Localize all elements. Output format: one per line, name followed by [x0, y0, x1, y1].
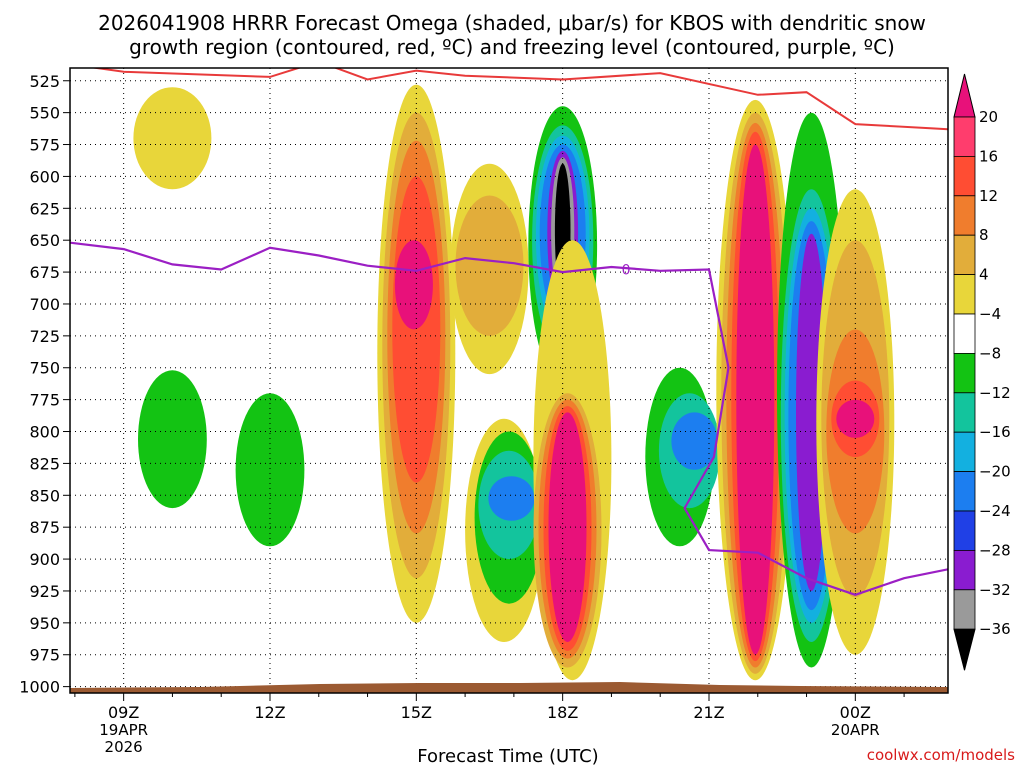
y-tick-label-800: 800 — [29, 423, 60, 442]
omega-region-green-blob-1 — [138, 370, 207, 509]
colorbar-label-6: −8 — [979, 344, 1001, 362]
y-axis: 525 550 575 600 625 650 675 700 725 750 775 800 825 8… — [19, 72, 70, 697]
colorbar-swatch-3 — [953, 234, 976, 275]
freezing-level-contour-label: 0 — [622, 263, 631, 279]
omega-region-col-20z-blue — [671, 412, 718, 470]
colorbar-swatch-6 — [953, 352, 976, 394]
x-tick-label-09Z: 09Z — [108, 703, 139, 722]
x-axis-title: Forecast Time (UTC) — [417, 746, 598, 767]
colorbar-label-8: −16 — [979, 423, 1011, 441]
chart-title-line-2: growth region (contoured, red, ºC) and f… — [129, 35, 895, 59]
omega-region-column-15z-red — [392, 176, 441, 483]
colorbar-swatch-1 — [953, 155, 976, 197]
colorbar-swatch-10 — [953, 510, 976, 551]
omega-region-yellow-spike — [133, 87, 212, 190]
y-tick-label-675: 675 — [29, 263, 60, 282]
colorbar-bottom-triangle — [953, 628, 976, 671]
contour-lines: 0 — [70, 68, 948, 596]
y-tick-label-525: 525 — [29, 72, 60, 91]
y-tick-label-725: 725 — [29, 327, 60, 346]
colorbar-label-13: −36 — [979, 620, 1011, 638]
x-tick-label-00Z: 00Z — [840, 703, 871, 722]
colorbar: 20 16 12 8 4 −4 −8 −12 −16 −20 −24 −28 −32 −36 — [953, 73, 1011, 671]
colorbar-swatch-2 — [953, 195, 976, 236]
colorbar-label-2: 12 — [979, 187, 998, 205]
x-year-label-09Z: 2026 — [105, 738, 143, 756]
x-tick-label-18Z: 18Z — [547, 703, 578, 722]
y-tick-label-875: 875 — [29, 518, 60, 537]
terrain-ground-strip — [70, 682, 948, 693]
y-tick-label-825: 825 — [29, 454, 60, 473]
colorbar-label-4: 4 — [979, 266, 989, 284]
omega-region-col-1645-blue — [488, 476, 535, 521]
colorbar-label-5: −4 — [979, 305, 1001, 323]
y-tick-label-950: 950 — [29, 614, 60, 633]
y-tick-label-650: 650 — [29, 231, 60, 250]
y-tick-label-925: 925 — [29, 582, 60, 601]
colorbar-swatch-4 — [953, 274, 976, 315]
chart-title-line-1: 2026041908 HRRR Forecast Omega (shaded, … — [98, 11, 926, 35]
colorbar-label-9: −20 — [979, 463, 1011, 481]
y-tick-label-775: 775 — [29, 391, 60, 410]
x-tick-label-12Z: 12Z — [254, 703, 285, 722]
omega-shaded-field — [133, 84, 895, 681]
colorbar-label-3: 8 — [979, 226, 989, 244]
x-date-label-00Z: 20APR — [831, 721, 880, 739]
colorbar-label-10: −24 — [979, 502, 1011, 520]
dgz-contour-line — [89, 68, 948, 131]
plot-frame — [69, 67, 949, 694]
y-tick-label-700: 700 — [29, 295, 60, 314]
colorbar-swatch-5 — [953, 313, 976, 354]
colorbar-label-11: −28 — [979, 541, 1011, 559]
colorbar-swatch-9 — [953, 471, 976, 512]
omega-region-column-16z-gold — [455, 195, 524, 336]
colorbar-swatch-7 — [953, 392, 976, 433]
y-tick-label-975: 975 — [29, 646, 60, 665]
colorbar-swatch-12 — [953, 589, 976, 630]
colorbar-swatch-0 — [953, 116, 976, 157]
grid-lines — [70, 68, 948, 693]
x-date-label-09Z: 19APR — [99, 721, 148, 739]
colorbar-top-triangle — [953, 73, 976, 118]
colorbar-label-1: 16 — [979, 147, 998, 165]
colorbar-swatch-8 — [953, 431, 976, 473]
y-tick-label-850: 850 — [29, 486, 60, 505]
y-tick-label-600: 600 — [29, 167, 60, 186]
x-tick-label-15Z: 15Z — [401, 703, 432, 722]
colorbar-label-12: −32 — [979, 581, 1011, 599]
y-tick-label-900: 900 — [29, 550, 60, 569]
credit-text: coolwx.com/models — [867, 746, 1015, 764]
omega-region-lower-18z-pink — [548, 412, 587, 642]
colorbar-swatch-11 — [953, 550, 976, 591]
y-tick-label-625: 625 — [29, 199, 60, 218]
y-tick-label-550: 550 — [29, 104, 60, 123]
x-tick-label-21Z: 21Z — [693, 703, 724, 722]
freezing-level-line — [70, 241, 948, 596]
y-tick-label-575: 575 — [29, 136, 60, 155]
y-tick-label-1000: 1000 — [19, 678, 60, 697]
colorbar-label-7: −12 — [979, 384, 1011, 402]
omega-region-green-blob-2 — [235, 393, 305, 547]
omega-region-column-15z-pink — [394, 240, 433, 330]
y-tick-label-750: 750 — [29, 359, 60, 378]
colorbar-label-0: 20 — [979, 108, 998, 126]
